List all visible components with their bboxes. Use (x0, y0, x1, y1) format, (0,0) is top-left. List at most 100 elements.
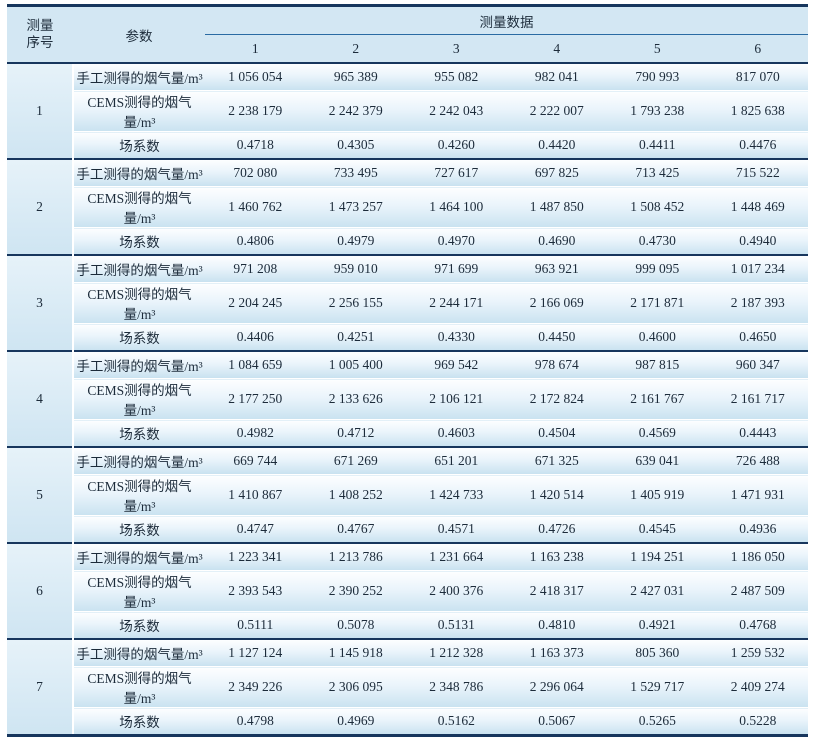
cell-value: 1 825 638 (707, 90, 808, 132)
cell-value: 0.4650 (707, 323, 808, 351)
cell-value: 0.5162 (406, 707, 507, 736)
cell-value: 1 460 762 (205, 186, 306, 228)
param-label: 手工测得的烟气量/m³ (73, 158, 205, 187)
param-label: 手工测得的烟气量/m³ (73, 446, 205, 475)
cell-value: 0.4810 (506, 611, 607, 639)
cell-value: 0.4411 (607, 131, 708, 159)
cell-value: 1 056 054 (205, 62, 306, 91)
table-row: 5 手工测得的烟气量/m³ 669 744 671 269 651 201 671 325… (7, 446, 808, 543)
table-row: 7 手工测得的烟气量/m³ 1 127 124 1 145 918 1 212 328 1… (7, 638, 808, 736)
cell-value: 2 256 155 (305, 282, 406, 324)
group-seq-cell: 3 (7, 254, 74, 351)
param-label: CEMS测得的烟气量/m³ (73, 378, 205, 420)
cell-value: 0.4982 (205, 419, 306, 447)
measurement-table: 测量 序号 参数 测量数据 1 2 3 4 5 6 1 手工测得的烟气量/m³ 1 … (7, 4, 808, 737)
cell-value: 0.4450 (506, 323, 607, 351)
header-seq-line1: 测量 (26, 17, 54, 33)
cell-value: 0.4798 (205, 707, 306, 736)
table-row: CEMS测得的烟气量/m³ 2 238 179 2 242 379 2 242 043… (7, 90, 808, 132)
cell-value: 1 186 050 (707, 542, 808, 571)
cell-value: 2 487 509 (707, 570, 808, 612)
param-label: 手工测得的烟气量/m³ (73, 350, 205, 379)
cell-value: 2 171 871 (607, 282, 708, 324)
cell-value: 1 424 733 (406, 474, 507, 516)
header-row-2: 1 2 3 4 5 6 (7, 34, 808, 64)
cell-value: 1 212 328 (406, 638, 507, 667)
cell-value: 0.4726 (506, 515, 607, 543)
cell-value: 0.4940 (707, 227, 808, 255)
cell-value: 0.4768 (707, 611, 808, 639)
param-label: 手工测得的烟气量/m³ (73, 62, 205, 91)
param-label: 场系数 (73, 323, 205, 351)
table-row: 4 手工测得的烟气量/m³ 1 084 659 1 005 400 969 542 978… (7, 350, 808, 447)
cell-value: 2 409 274 (707, 666, 808, 708)
cell-value: 1 017 234 (707, 254, 808, 283)
cell-value: 1 448 469 (707, 186, 808, 228)
cell-value: 1 410 867 (205, 474, 306, 516)
cell-value: 1 405 919 (607, 474, 708, 516)
cell-value: 1 420 514 (506, 474, 607, 516)
cell-value: 963 921 (506, 254, 607, 283)
cell-value: 0.4718 (205, 131, 306, 159)
cell-value: 2 166 069 (506, 282, 607, 324)
cell-value: 0.4690 (506, 227, 607, 255)
cell-value: 2 177 250 (205, 378, 306, 420)
cell-value: 1 408 252 (305, 474, 406, 516)
header-data-group: 测量数据 (205, 5, 808, 35)
header-col-4: 4 (506, 34, 607, 64)
table-row: 场系数 0.4806 0.4979 0.4970 0.4690 0.4730 0.4940 (7, 227, 808, 255)
param-label: CEMS测得的烟气量/m³ (73, 474, 205, 516)
table-row: 6 手工测得的烟气量/m³ 1 223 341 1 213 786 1 231 664 1… (7, 542, 808, 639)
table-row: 场系数 0.4982 0.4712 0.4603 0.4504 0.4569 0.4443 (7, 419, 808, 447)
cell-value: 2 161 767 (607, 378, 708, 420)
param-label: 手工测得的烟气量/m³ (73, 254, 205, 283)
cell-value: 2 204 245 (205, 282, 306, 324)
cell-value: 0.4305 (305, 131, 406, 159)
cell-value: 0.5111 (205, 611, 306, 639)
param-label: 手工测得的烟气量/m³ (73, 638, 205, 667)
param-label: CEMS测得的烟气量/m³ (73, 90, 205, 132)
header-col-6: 6 (707, 34, 808, 64)
cell-value: 960 347 (707, 350, 808, 379)
cell-value: 733 495 (305, 158, 406, 187)
header-seq-line2: 序号 (26, 34, 54, 50)
cell-value: 726 488 (707, 446, 808, 475)
table-row: 3 手工测得的烟气量/m³ 971 208 959 010 971 699 963 921… (7, 254, 808, 351)
cell-value: 955 082 (406, 62, 507, 91)
cell-value: 671 269 (305, 446, 406, 475)
cell-value: 0.4747 (205, 515, 306, 543)
cell-value: 987 815 (607, 350, 708, 379)
param-label: CEMS测得的烟气量/m³ (73, 666, 205, 708)
cell-value: 982 041 (506, 62, 607, 91)
header-col-5: 5 (607, 34, 708, 64)
cell-value: 0.4969 (305, 707, 406, 736)
cell-value: 2 187 393 (707, 282, 808, 324)
param-label: 手工测得的烟气量/m³ (73, 542, 205, 571)
cell-value: 0.4767 (305, 515, 406, 543)
cell-value: 2 242 379 (305, 90, 406, 132)
cell-value: 1 084 659 (205, 350, 306, 379)
cell-value: 2 222 007 (506, 90, 607, 132)
cell-value: 0.5131 (406, 611, 507, 639)
cell-value: 0.4476 (707, 131, 808, 159)
cell-value: 1 194 251 (607, 542, 708, 571)
cell-value: 0.4970 (406, 227, 507, 255)
table-row: CEMS测得的烟气量/m³ 1 460 762 1 473 257 1 464 100… (7, 186, 808, 228)
param-label: 场系数 (73, 611, 205, 639)
param-label: CEMS测得的烟气量/m³ (73, 282, 205, 324)
cell-value: 2 400 376 (406, 570, 507, 612)
param-label: 场系数 (73, 707, 205, 736)
header-seq: 测量 序号 (7, 5, 73, 64)
cell-value: 0.4330 (406, 323, 507, 351)
cell-value: 1 529 717 (607, 666, 708, 708)
header-col-1: 1 (205, 34, 306, 64)
group-seq-cell: 7 (7, 638, 74, 736)
cell-value: 1 464 100 (406, 186, 507, 228)
param-label: 场系数 (73, 131, 205, 159)
cell-value: 1 231 664 (406, 542, 507, 571)
cell-value: 0.4569 (607, 419, 708, 447)
cell-value: 1 223 341 (205, 542, 306, 571)
table-row: 1 手工测得的烟气量/m³ 1 056 054 965 389 955 082 982 0… (7, 62, 808, 159)
cell-value: 0.4806 (205, 227, 306, 255)
cell-value: 0.4406 (205, 323, 306, 351)
